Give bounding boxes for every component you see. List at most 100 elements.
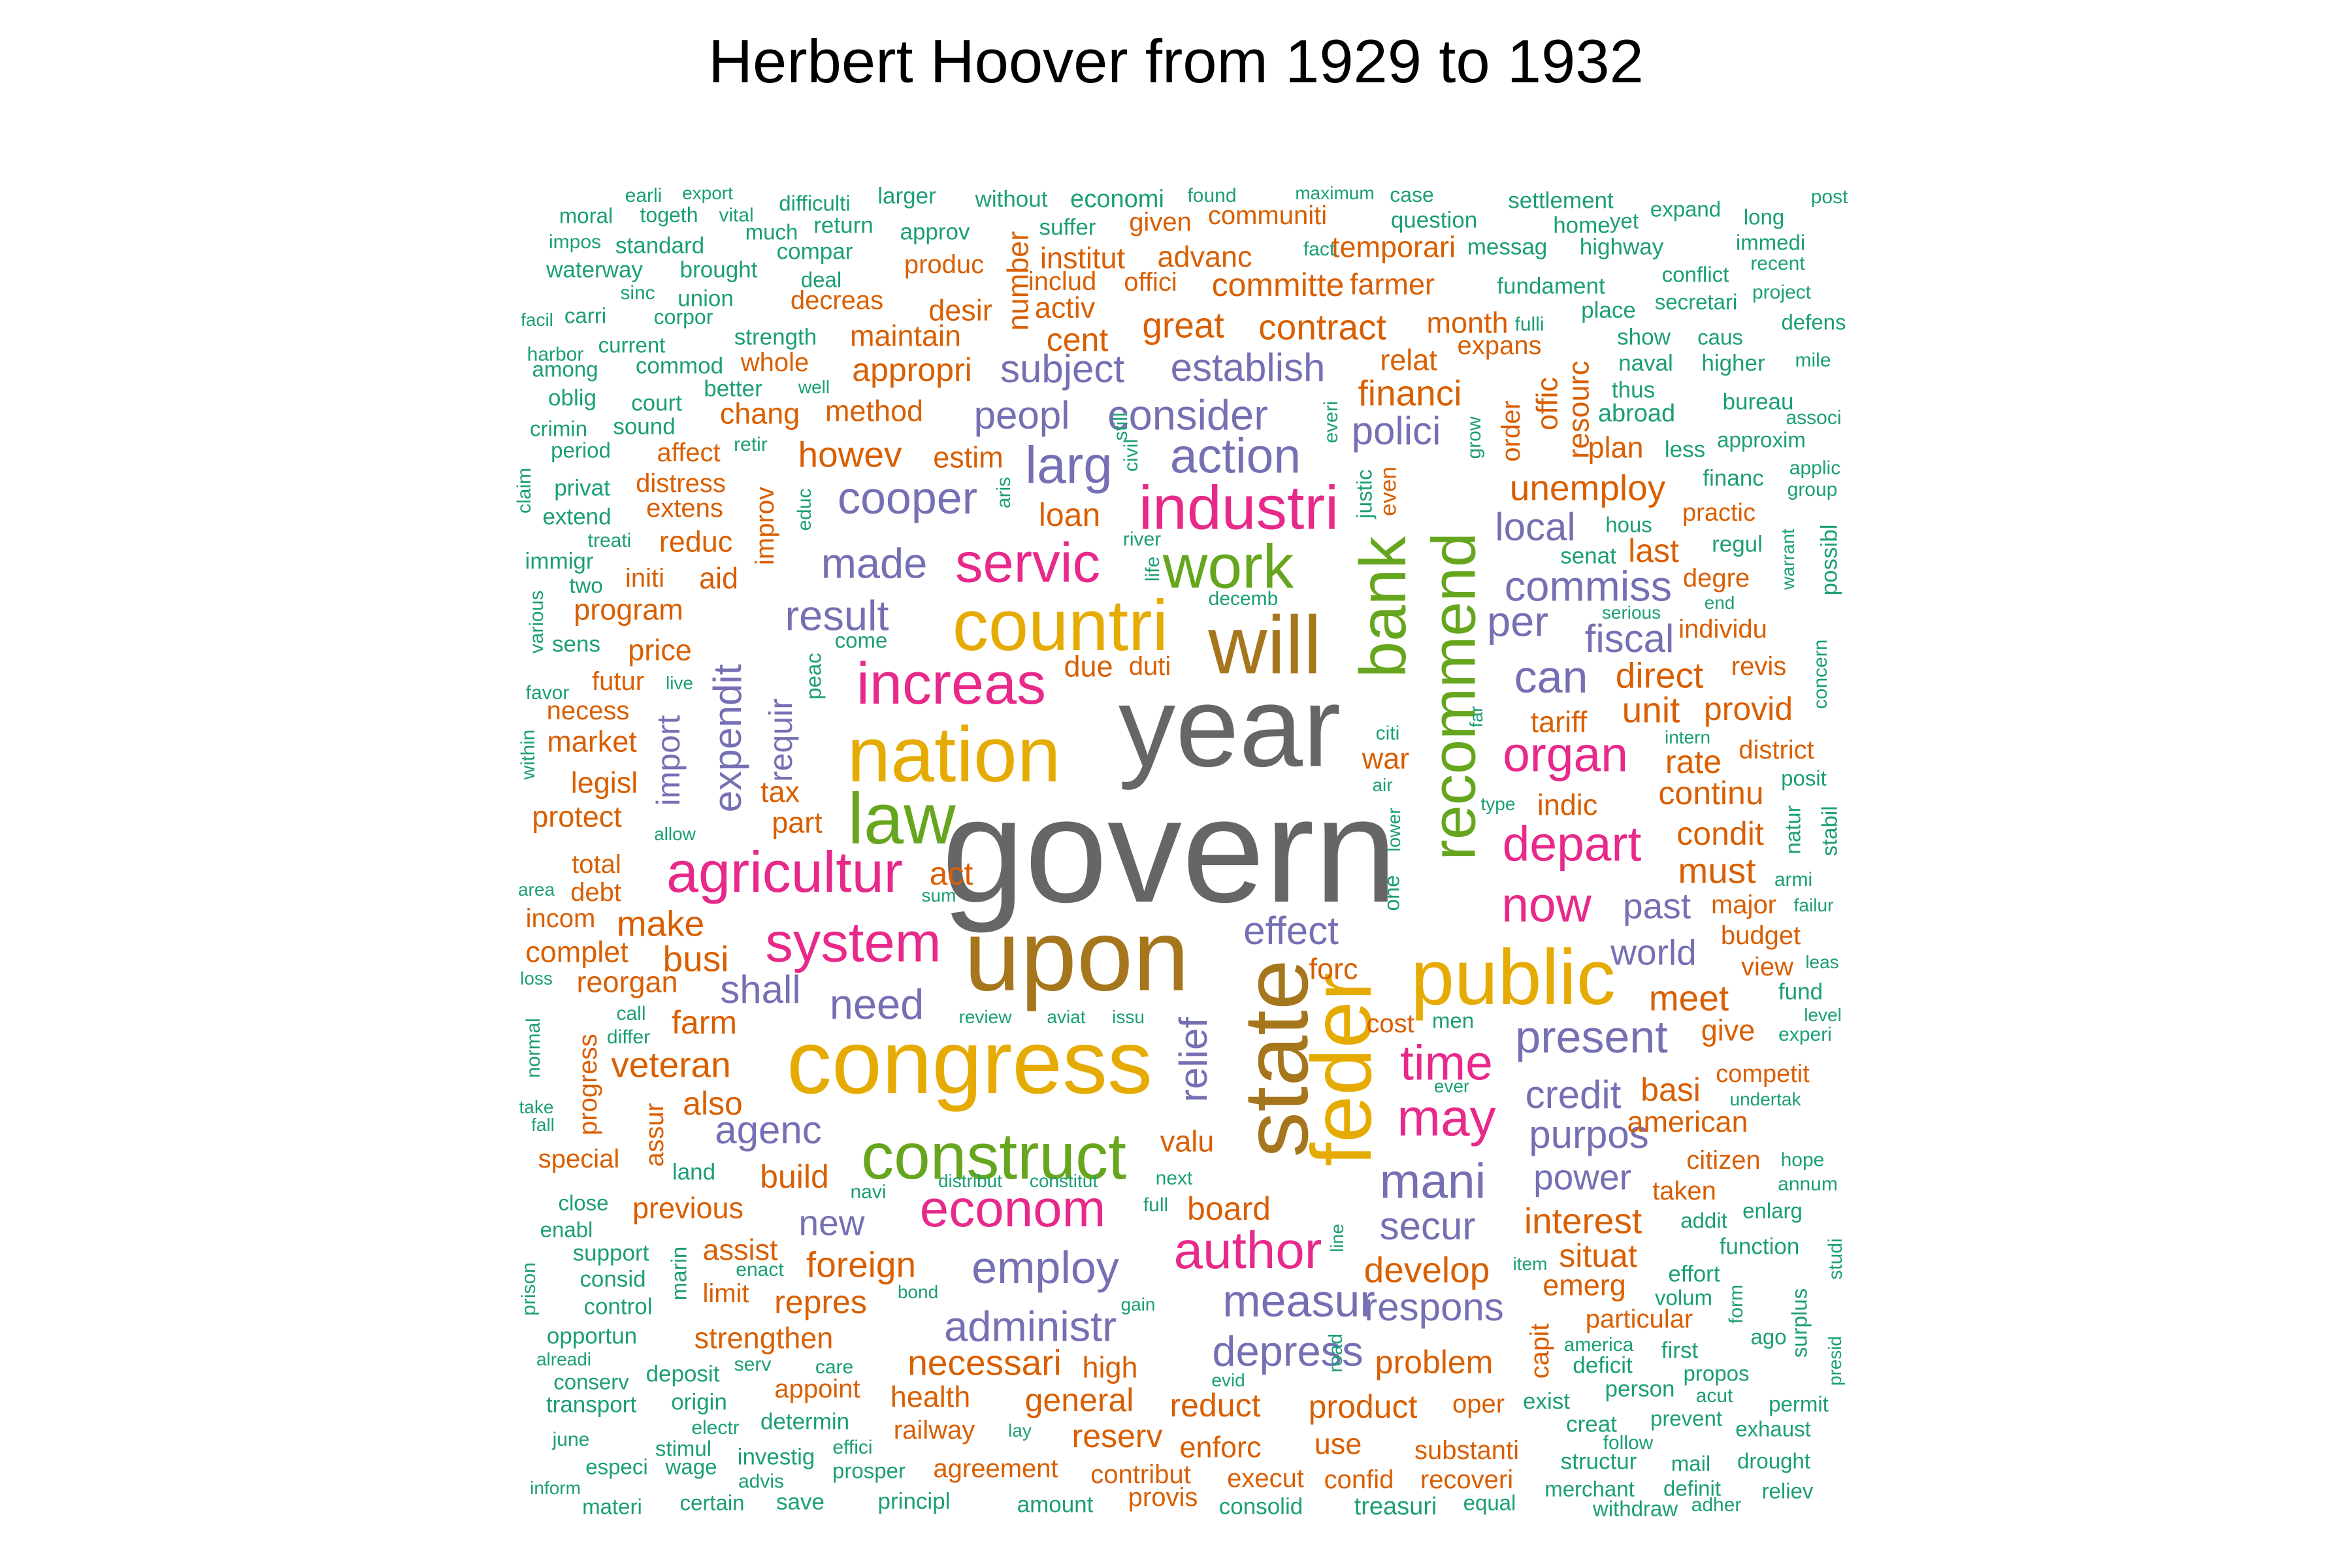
word-land: land [672, 1159, 716, 1185]
word-part: part [772, 806, 823, 840]
word-decemb: decemb [1208, 588, 1279, 610]
word-peac: peac [801, 653, 826, 700]
word-settlement: settlement [1508, 188, 1614, 214]
word-desir: desir [928, 293, 992, 327]
word-yet: yet [1609, 208, 1639, 233]
word-without: without [975, 186, 1048, 212]
word-action: action [1169, 428, 1301, 483]
word-aris: aris [993, 476, 1015, 509]
word-direct: direct [1615, 655, 1704, 696]
word-appoint: appoint [774, 1375, 860, 1403]
word-particular: particular [1585, 1305, 1693, 1333]
word-export: export [682, 183, 733, 203]
word-industri: industri [1138, 473, 1339, 543]
word-peopl: peopl [973, 393, 1070, 437]
word-taken: taken [1652, 1177, 1716, 1205]
word-product: product [1308, 1388, 1418, 1425]
word-impos: impos [548, 231, 602, 253]
word-area: area [517, 879, 555, 900]
word-congress: congress [787, 1012, 1152, 1113]
word-fact: fact [1303, 238, 1335, 260]
word-made: made [821, 539, 928, 587]
word-expand: expand [1650, 197, 1722, 221]
word-sum: sum [921, 885, 956, 906]
word-question: question [1390, 207, 1478, 233]
word-subject: subject [1000, 347, 1125, 391]
word-capit: capit [1526, 1323, 1554, 1379]
word-naval: naval [1618, 350, 1673, 376]
word-committe: committe [1211, 267, 1345, 303]
word-mile: mile [1795, 350, 1831, 371]
word-market: market [547, 725, 637, 759]
word-due: due [1064, 649, 1113, 683]
word-financi: financi [1358, 372, 1462, 414]
word-take: take [519, 1097, 554, 1117]
word-prison: prison [518, 1262, 540, 1316]
word-constitut: constitut [1029, 1171, 1098, 1191]
word-found: found [1187, 185, 1237, 206]
word-distribut: distribut [938, 1171, 1003, 1191]
word-oblig: oblig [548, 385, 596, 411]
word-temporari: temporari [1331, 230, 1456, 264]
word-level: level [1804, 1005, 1842, 1025]
word-contract: contract [1258, 306, 1386, 348]
word-practic: practic [1682, 499, 1756, 527]
word-farmer: farmer [1349, 267, 1435, 301]
word-materi: materi [582, 1494, 642, 1519]
word-major: major [1710, 890, 1777, 919]
word-affect: affect [657, 438, 721, 467]
word-togeth: togeth [640, 203, 698, 227]
word-citizen: citizen [1686, 1146, 1761, 1175]
word-enact: enact [736, 1259, 784, 1281]
word-full: full [1143, 1194, 1169, 1216]
word-among: among [532, 357, 598, 382]
word-bureau: bureau [1722, 389, 1794, 415]
word-men: men [1431, 1008, 1475, 1033]
word-health: health [890, 1380, 971, 1414]
word-evid: evid [1211, 1370, 1245, 1390]
word-agricultur: agricultur [666, 840, 903, 904]
word-expendit: expendit [706, 664, 749, 813]
word-offic: offic [1530, 377, 1564, 431]
word-recoveri: recoveri [1420, 1465, 1514, 1494]
word-depress: depress [1212, 1327, 1364, 1375]
word-continu: continu [1658, 775, 1764, 811]
word-air: air [1372, 775, 1393, 795]
word-effort: effort [1668, 1261, 1720, 1287]
word-busi: busi [662, 938, 729, 979]
word-new: new [798, 1202, 865, 1243]
word-approv: approv [900, 219, 970, 245]
word-caus: caus [1697, 325, 1743, 350]
word-number: number [1001, 231, 1035, 331]
word-enforc: enforc [1179, 1430, 1262, 1464]
word-revis: revis [1731, 652, 1787, 681]
word-activ: activ [1034, 291, 1096, 325]
word-mani: mani [1379, 1153, 1486, 1209]
word-inform: inform [530, 1478, 581, 1498]
word-still: still [1110, 412, 1132, 441]
word-estim: estim [933, 440, 1004, 474]
word-appropri: appropri [852, 351, 972, 388]
word-marin: marin [666, 1246, 691, 1301]
word-establish: establish [1170, 346, 1326, 389]
word-equal: equal [1463, 1490, 1516, 1515]
word-act: act [929, 855, 973, 892]
word-river: river [1122, 529, 1162, 550]
word-far: far [1466, 706, 1486, 728]
word-standard: standard [615, 233, 705, 259]
word-exist: exist [1523, 1388, 1570, 1414]
word-local: local [1495, 505, 1576, 549]
word-valu: valu [1160, 1124, 1215, 1158]
word-fundament: fundament [1497, 273, 1605, 299]
word-depart: depart [1502, 816, 1642, 872]
word-financ: financ [1703, 465, 1764, 491]
word-incom: incom [525, 904, 596, 933]
word-return: return [813, 212, 874, 238]
word-defens: defens [1781, 310, 1846, 335]
word-retir: retir [734, 434, 768, 455]
word-project: project [1752, 282, 1812, 303]
word-current: current [598, 333, 666, 357]
word-enabl: enabl [540, 1217, 593, 1242]
word-nation: nation [847, 711, 1061, 798]
